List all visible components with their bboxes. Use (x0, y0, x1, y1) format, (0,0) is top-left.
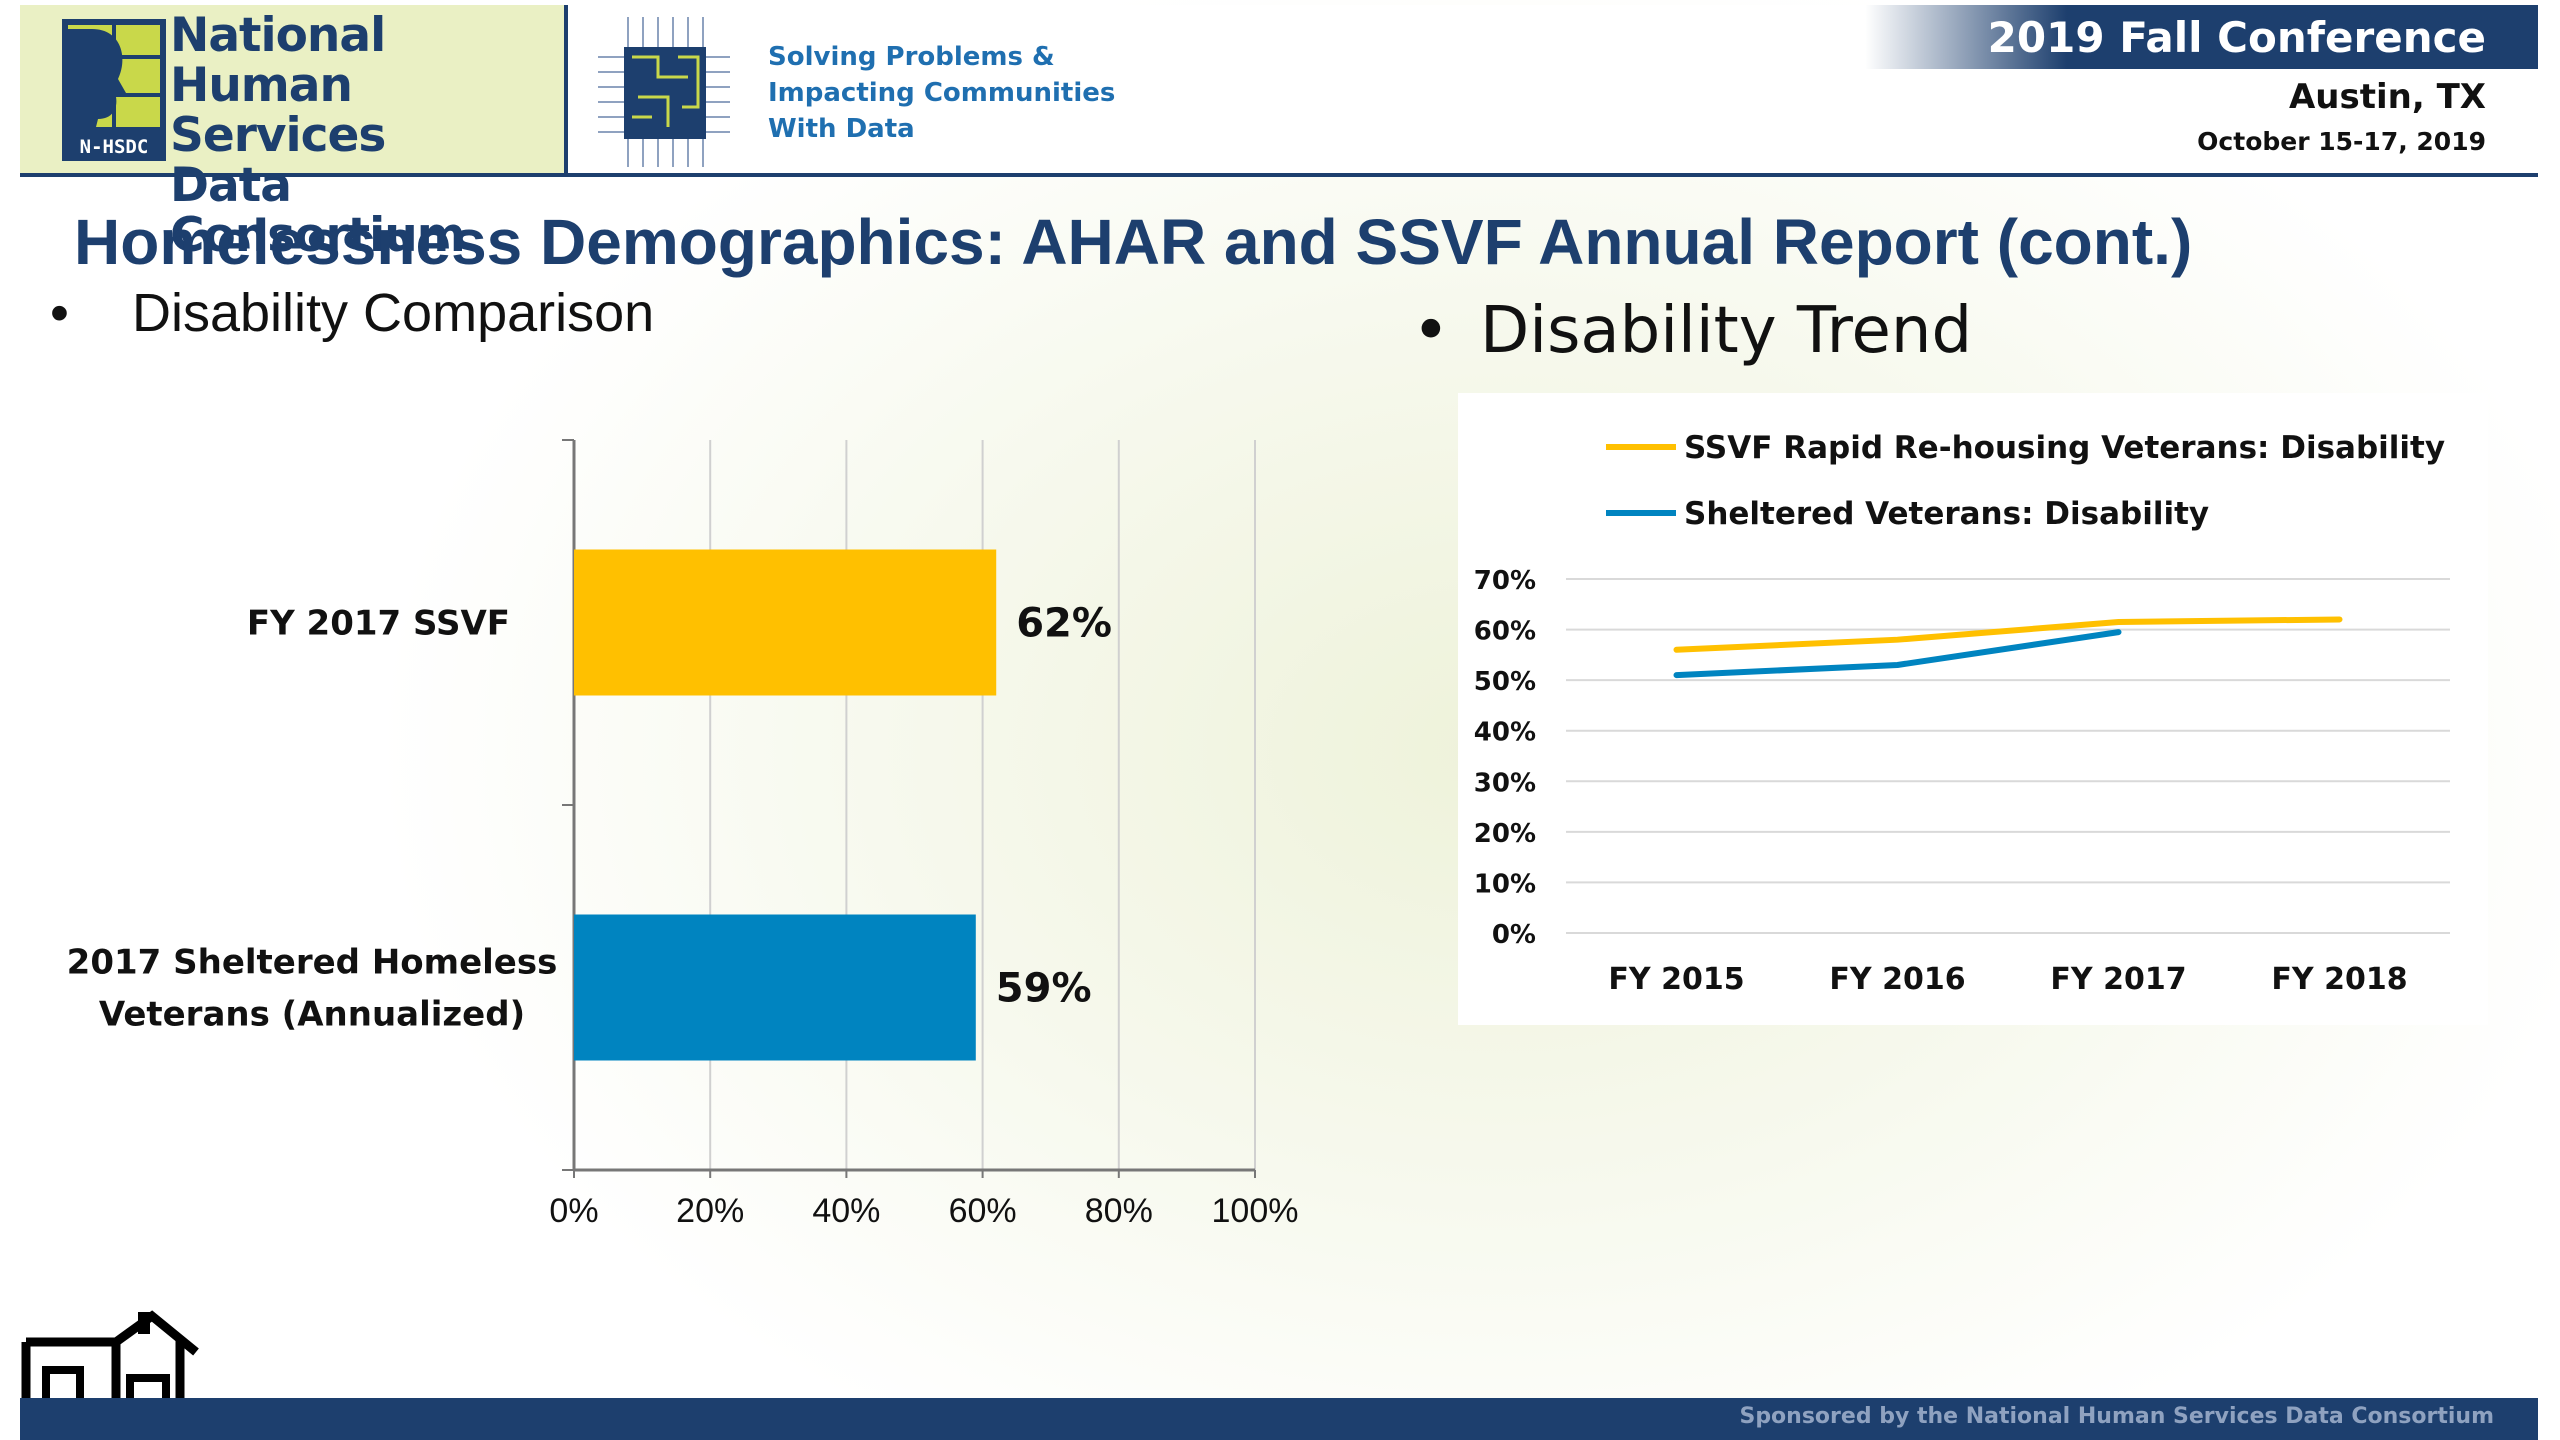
sponsor-text: Sponsored by the National Human Services… (1739, 1404, 2494, 1429)
legend-label: SSVF Rapid Re-housing Veterans: Disabili… (1684, 430, 2445, 466)
conference-banner: 2019 Fall Conference (1865, 5, 2538, 69)
data-label: 59% (996, 966, 1092, 1012)
bullet-dot: • (50, 283, 69, 343)
header: N-HSDC National Human Services Data Cons… (20, 5, 2538, 261)
y-tick-label: 40% (1474, 718, 1536, 748)
conference-city: Austin, TX (2288, 77, 2486, 117)
tagline-line: Solving Problems & (768, 42, 1055, 72)
bar (574, 914, 976, 1061)
series-line (1673, 629, 2122, 679)
x-tick-label: FY 2016 (1829, 962, 1965, 997)
y-tick-label: 20% (1474, 819, 1536, 849)
bullet-dot: • (1412, 294, 1450, 368)
circuit-chip-icon (598, 17, 730, 167)
x-tick-label: 0% (549, 1192, 598, 1230)
conference-dates: October 15-17, 2019 (2197, 127, 2486, 156)
x-tick-label: 80% (1085, 1192, 1153, 1230)
bar (574, 549, 997, 696)
disability-comparison-chart: 0% 20% 40% 60% 80% 100% 62% FY 2017 SSVF 59% 2017… (67, 439, 1299, 1230)
org-name-line: National (170, 8, 386, 63)
data-label: 62% (1016, 601, 1112, 647)
category-label: Veterans (Annualized) (99, 995, 525, 1035)
y-tick-label: 0% (1492, 920, 1536, 950)
tagline: Solving Problems & Impacting Communities… (768, 39, 1115, 147)
svg-text:N-HSDC: N-HSDC (80, 136, 149, 158)
legend-label: Sheltered Veterans: Disability (1684, 496, 2209, 532)
x-tick-label: 20% (676, 1192, 744, 1230)
y-tick-label: 70% (1474, 566, 1536, 596)
x-tick-label: 60% (949, 1192, 1017, 1230)
x-tick-label: FY 2017 (2050, 962, 2186, 997)
x-tick-label: 40% (812, 1192, 880, 1230)
footer: Sponsored by the National Human Services… (20, 1398, 2538, 1440)
nhsdc-logo-icon: N-HSDC (62, 19, 166, 161)
category-label: 2017 Sheltered Homeless (67, 943, 558, 983)
conference-title: 2019 Fall Conference (1987, 13, 2486, 62)
page-title: Homelessness Demographics: AHAR and SSVF… (74, 206, 2193, 278)
org-name-line: Data Consortium (170, 158, 466, 263)
bullet-text: Disability Trend (1480, 294, 1973, 368)
logo-panel: N-HSDC National Human Services Data Cons… (20, 5, 568, 261)
y-tick-label: 60% (1474, 617, 1536, 647)
tagline-line: With Data (768, 114, 915, 144)
org-name: National Human Services Data Consortium (170, 11, 564, 261)
y-tick-label: 50% (1474, 667, 1536, 697)
x-tick-label: FY 2015 (1608, 962, 1744, 997)
series-line (1673, 616, 2343, 653)
category-label: FY 2017 SSVF (247, 604, 510, 644)
bullet-text: Disability Comparison (132, 283, 655, 343)
x-tick-label: FY 2018 (2271, 962, 2407, 997)
org-name-line: Human Services (170, 58, 386, 163)
y-tick-label: 10% (1474, 869, 1536, 899)
x-tick-label: 100% (1212, 1192, 1299, 1230)
y-tick-label: 30% (1474, 768, 1536, 798)
tagline-line: Impacting Communities (768, 78, 1116, 108)
disability-trend-chart: 0% 10% 20% 30% 40% 50% 60% 70% FY 2015 FY 2016 FY … (1458, 393, 2488, 1025)
